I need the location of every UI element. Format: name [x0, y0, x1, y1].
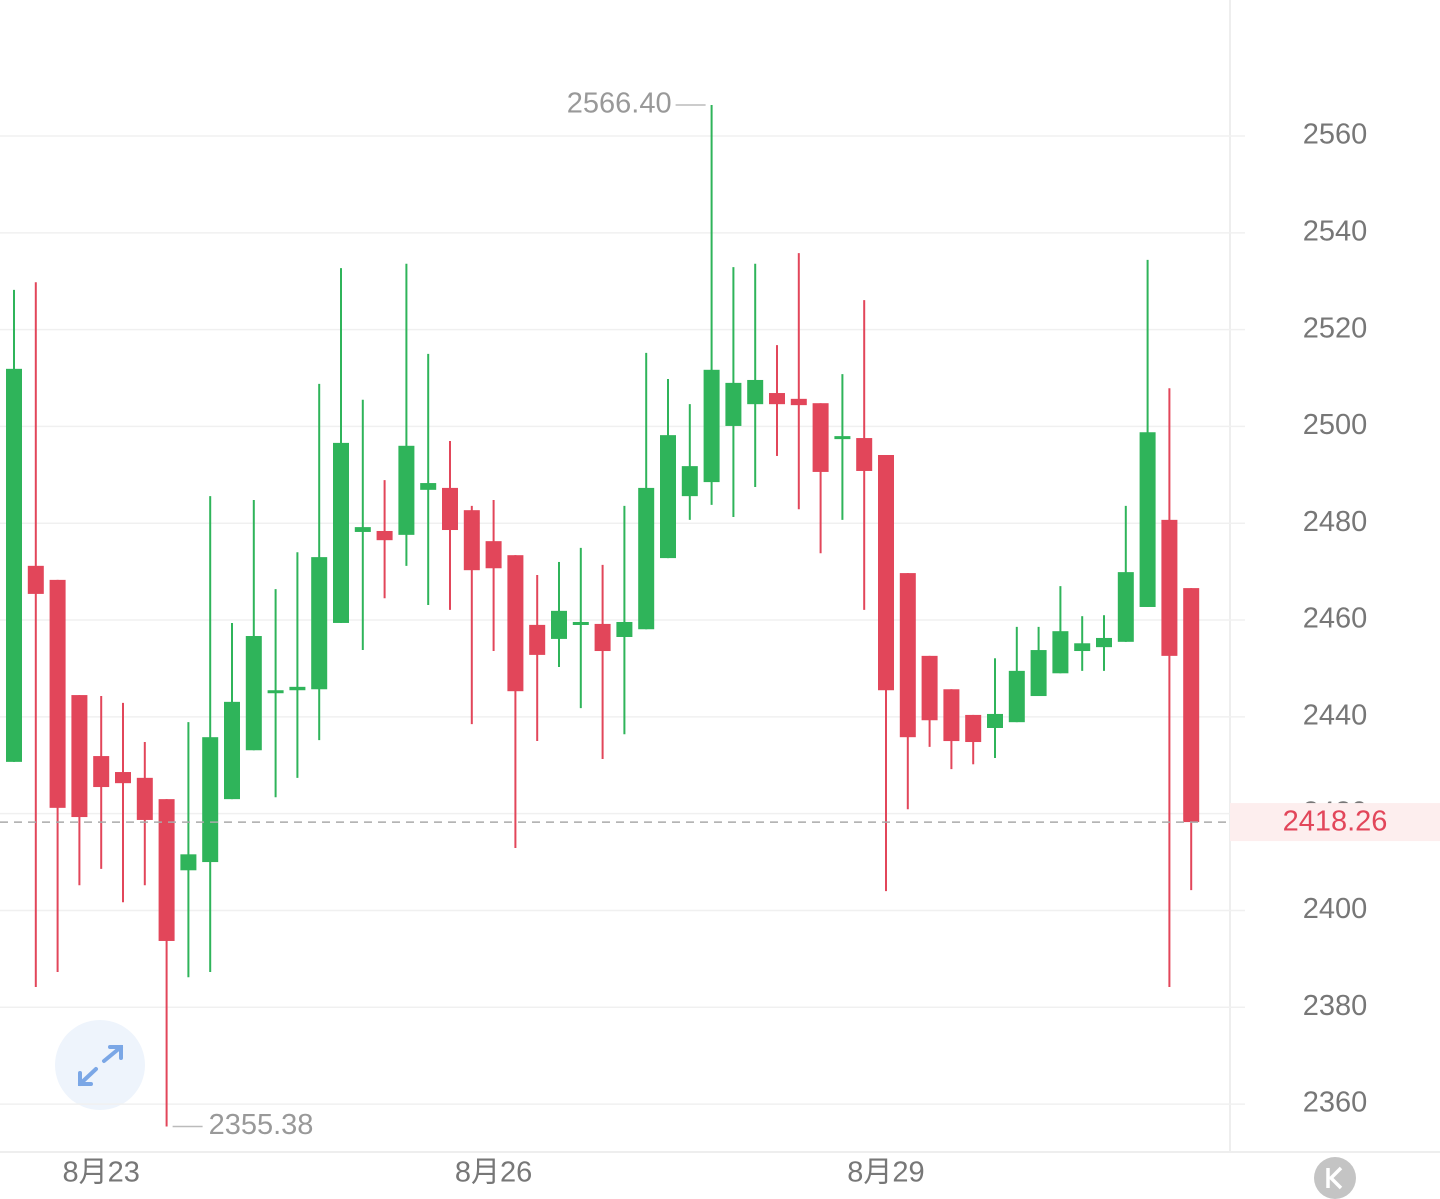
expand-button-bg[interactable] [55, 1020, 145, 1110]
candle-body [660, 435, 676, 559]
candle-body [333, 442, 349, 623]
candle-body [638, 487, 655, 630]
candle-body [202, 737, 219, 863]
candle-body [1096, 637, 1112, 648]
candle-body [965, 714, 982, 743]
candle-body [529, 624, 546, 655]
candle-body [71, 695, 88, 818]
k-icon[interactable] [1326, 1166, 1343, 1190]
candle-body [943, 689, 960, 742]
candle-body [551, 610, 567, 639]
candle-body [790, 398, 807, 406]
candle-body [115, 772, 131, 784]
y-tick-label: 2540 [1303, 215, 1368, 247]
candle-body [289, 686, 306, 691]
y-tick-label: 2380 [1303, 990, 1368, 1022]
candle-body [1074, 643, 1091, 652]
x-tick-label: 8月26 [455, 1157, 532, 1189]
candle-body [49, 579, 66, 808]
candle-body [245, 636, 262, 751]
candle-body [1052, 631, 1069, 674]
candle-body [878, 454, 894, 691]
candle-body [180, 854, 197, 871]
candle-body [398, 445, 415, 535]
candle-body [899, 573, 916, 738]
y-tick-label: 2480 [1303, 506, 1368, 538]
candle-body [507, 555, 524, 692]
candle-body [136, 777, 153, 820]
y-tick-label: 2500 [1303, 409, 1368, 441]
last-price-box [1230, 803, 1440, 842]
x-tick-label: 8月29 [847, 1157, 924, 1189]
candle-body [1139, 432, 1156, 607]
candle-body [354, 527, 371, 532]
candle-body [442, 487, 458, 531]
y-tick-label: 2440 [1303, 700, 1368, 732]
candle-body [616, 621, 633, 637]
annotation-label: 2355.38 [209, 1109, 314, 1141]
y-tick-label: 2400 [1303, 893, 1368, 925]
candle-body [834, 436, 851, 440]
y-tick-label: 2520 [1303, 312, 1368, 344]
candle-body [463, 510, 480, 571]
candle-body [6, 368, 22, 762]
k-button-bg[interactable] [1314, 1157, 1356, 1199]
candle-body [856, 438, 873, 471]
candle-body [681, 466, 698, 497]
candle-body [1030, 650, 1047, 697]
x-tick-label: 8月23 [63, 1157, 140, 1189]
candle-body [27, 565, 44, 594]
candle-body [224, 701, 240, 800]
y-tick-label: 2360 [1303, 1087, 1368, 1119]
candle-body [703, 369, 720, 483]
candle-body [267, 690, 284, 694]
candle-body [158, 799, 175, 941]
y-tick-label: 2460 [1303, 603, 1368, 635]
expand-icon[interactable] [78, 1045, 123, 1086]
candle-body [1183, 588, 1200, 823]
candle-body [769, 393, 785, 405]
candle-body [376, 530, 393, 541]
candle-body [311, 557, 328, 690]
candle-body [1161, 519, 1178, 656]
candle-body [921, 655, 938, 721]
candle-body [594, 623, 611, 652]
candle-body [747, 379, 764, 405]
candle-body [485, 541, 502, 569]
k-button[interactable] [1314, 1157, 1356, 1199]
candle-body [93, 756, 110, 788]
candle-body [812, 403, 829, 472]
candle-body [1008, 670, 1025, 723]
annotation-label: 2566.40 [567, 88, 672, 120]
last-price-label: 2418.26 [1283, 806, 1388, 838]
y-tick-label: 2560 [1303, 119, 1368, 151]
candle-body [572, 621, 589, 625]
expand-button[interactable] [55, 1020, 145, 1110]
candle-body [725, 382, 742, 426]
candle-body [987, 713, 1003, 728]
candle-body [1117, 572, 1134, 642]
candle-body [420, 483, 437, 490]
